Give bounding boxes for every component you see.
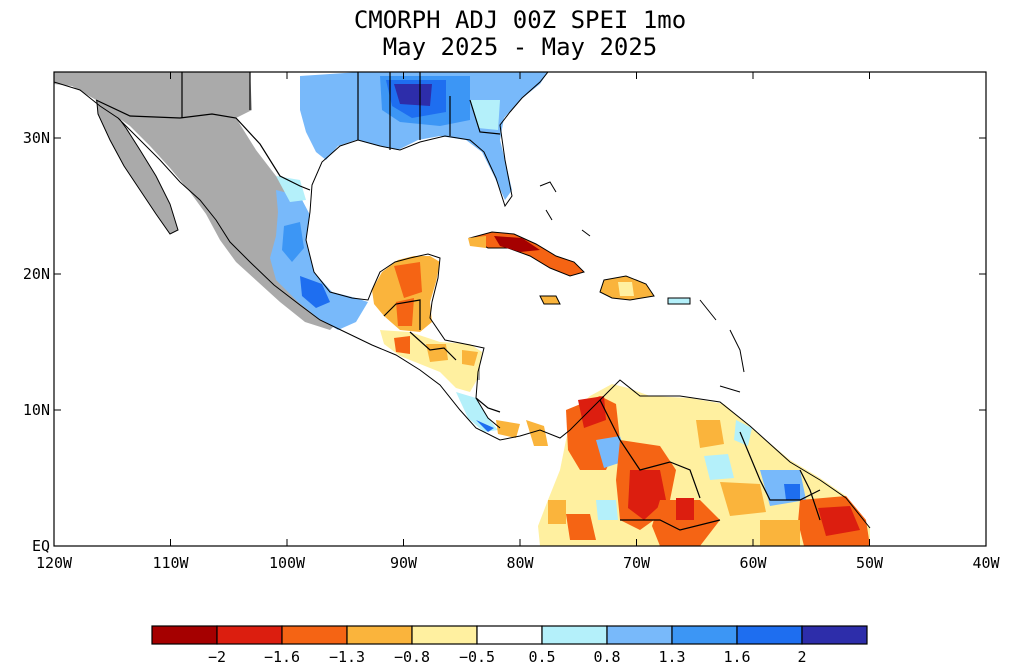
colorbar-swatch — [216, 625, 283, 645]
lon-label: 90W — [390, 554, 418, 572]
baja-california — [95, 90, 179, 235]
colorbar-swatch — [801, 625, 868, 645]
lat-label: EQ — [32, 537, 50, 555]
longitude-axis: 120W 110W 100W 90W 80W 70W 60W 50W 40W — [36, 72, 1001, 572]
lon-label: 40W — [972, 554, 1000, 572]
colorbar-swatch — [411, 625, 478, 645]
latitude-axis: 30N 20N 10N EQ — [23, 129, 986, 555]
map-title-line2: May 2025 - May 2025 — [382, 33, 658, 61]
coastlines — [54, 72, 871, 529]
lat-label: 30N — [23, 129, 50, 147]
lon-label: 100W — [269, 554, 306, 572]
colorbar-label: 1.6 — [723, 648, 750, 666]
lon-label: 60W — [739, 554, 767, 572]
colorbar-swatch — [541, 625, 608, 645]
colorbar-label: −0.5 — [459, 648, 495, 666]
lon-label: 70W — [623, 554, 651, 572]
lon-label: 50W — [856, 554, 884, 572]
colorbar-label: 0.5 — [528, 648, 555, 666]
map-plot-area — [54, 72, 986, 546]
lat-label: 10N — [23, 401, 50, 419]
no-data-region-mexico — [54, 72, 344, 330]
colorbar-swatch — [606, 625, 673, 645]
colorbar-label: −1.3 — [329, 648, 365, 666]
colorbar: −2 −1.6 −1.3 −0.8 −0.5 0.5 0.8 1.3 1.6 2 — [151, 625, 868, 666]
colorbar-swatch — [476, 625, 543, 645]
colorbar-label: −2 — [208, 648, 226, 666]
colorbar-swatch — [151, 625, 218, 645]
lon-label: 80W — [506, 554, 534, 572]
map-title-line1: CMORPH ADJ 00Z SPEI 1mo — [353, 6, 687, 34]
country-borders — [95, 72, 821, 531]
colorbar-swatch — [671, 625, 738, 645]
lon-label: 110W — [152, 554, 189, 572]
colorbar-swatch — [281, 625, 348, 645]
colorbar-swatch — [736, 625, 803, 645]
colorbar-label: 1.3 — [658, 648, 685, 666]
colorbar-label: −1.6 — [264, 648, 300, 666]
colorbar-label: 0.8 — [593, 648, 620, 666]
lat-label: 20N — [23, 265, 50, 283]
colorbar-label: −0.8 — [394, 648, 430, 666]
lon-label: 120W — [36, 554, 73, 572]
colorbar-swatch — [346, 625, 413, 645]
colorbar-label: 2 — [797, 648, 806, 666]
